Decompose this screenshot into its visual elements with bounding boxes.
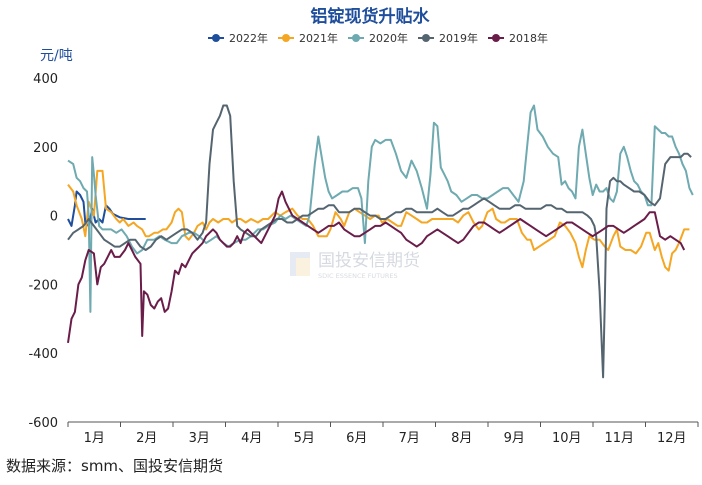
y-tick-label: -400 bbox=[28, 347, 58, 362]
y-tick-label: -600 bbox=[28, 416, 58, 431]
legend-marker bbox=[492, 34, 500, 42]
y-tick-label: -200 bbox=[28, 278, 58, 293]
x-tick-label: 6月 bbox=[346, 431, 367, 446]
watermark-text: 国投安信期货 bbox=[318, 251, 420, 271]
legend-marker bbox=[352, 34, 360, 42]
y-tick-label: 200 bbox=[33, 141, 58, 156]
series-lines bbox=[67, 104, 694, 379]
legend-marker bbox=[422, 34, 430, 42]
x-tick-label: 11月 bbox=[604, 431, 634, 446]
legend-marker bbox=[282, 34, 290, 42]
watermark-subtext: SDIC ESSENCE FUTURES bbox=[318, 272, 398, 280]
y-axis: 400 200 0 -200 -400 -600 bbox=[28, 72, 58, 431]
legend-marker bbox=[212, 34, 220, 42]
x-tick-label: 10月 bbox=[552, 431, 582, 446]
legend-label: 2018年 bbox=[509, 31, 548, 45]
legend: 2022年 2021年 2020年 2019年 2018年 bbox=[208, 31, 548, 45]
x-tick-label: 2月 bbox=[136, 431, 157, 446]
watermark-logo-accent bbox=[296, 258, 310, 276]
watermark-logo-block bbox=[290, 252, 310, 276]
legend-label: 2020年 bbox=[369, 31, 408, 45]
y-tick-label: 0 bbox=[50, 210, 58, 225]
legend-label: 2019年 bbox=[439, 31, 478, 45]
y-axis-label: 元/吨 bbox=[40, 48, 73, 64]
x-tick-label: 8月 bbox=[451, 431, 472, 446]
chart-title: 铝锭现货升贴水 bbox=[311, 6, 431, 27]
x-tick-label: 5月 bbox=[294, 431, 315, 446]
series-line-2019年 bbox=[67, 104, 692, 379]
series-line-2018年 bbox=[67, 190, 686, 344]
legend-label: 2021年 bbox=[299, 31, 338, 45]
x-tick-label: 3月 bbox=[189, 431, 210, 446]
x-tick-label: 7月 bbox=[399, 431, 420, 446]
source-note: 数据来源：smm、国投安信期货 bbox=[6, 457, 224, 475]
series-line-2022年 bbox=[67, 190, 146, 227]
x-tick-label: 12月 bbox=[657, 431, 687, 446]
x-tick-label: 4月 bbox=[241, 431, 262, 446]
legend-label: 2022年 bbox=[229, 31, 268, 45]
x-tick-label: 9月 bbox=[504, 431, 525, 446]
watermark: 国投安信期货 SDIC ESSENCE FUTURES bbox=[290, 251, 420, 280]
x-axis: 1月 2月 3月 4月 5月 6月 7月 8月 9月 10月 11月 12月 bbox=[67, 421, 699, 446]
x-tick-label: 1月 bbox=[84, 431, 105, 446]
y-tick-label: 400 bbox=[33, 72, 58, 87]
